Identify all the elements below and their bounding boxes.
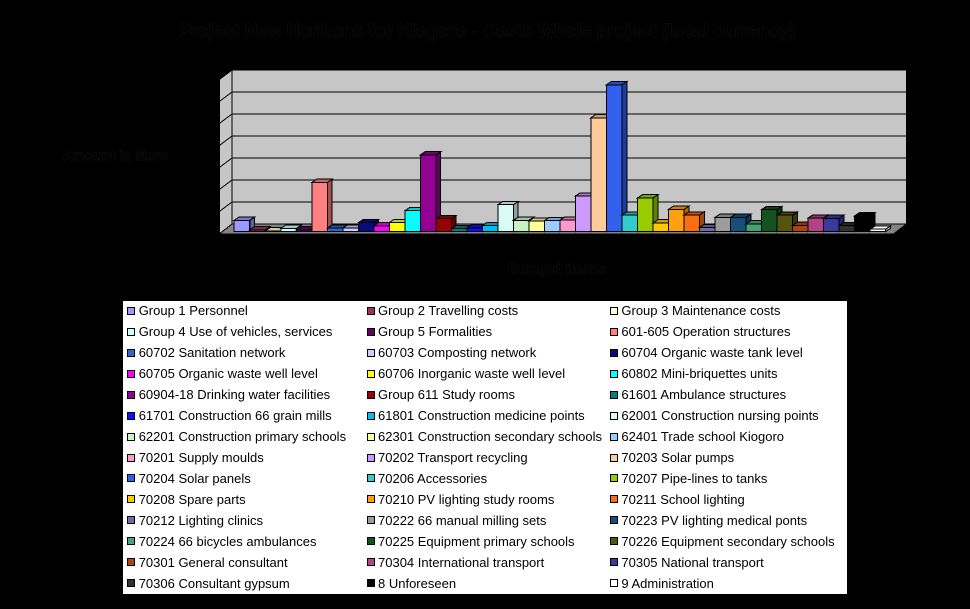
svg-text:Budget items: Budget items xyxy=(508,261,606,278)
svg-text:Project New Horizons for Kiogo: Project New Horizons for Kiogoro - Costs… xyxy=(178,21,795,41)
svg-text:Amount in Euro: Amount in Euro xyxy=(63,147,168,163)
